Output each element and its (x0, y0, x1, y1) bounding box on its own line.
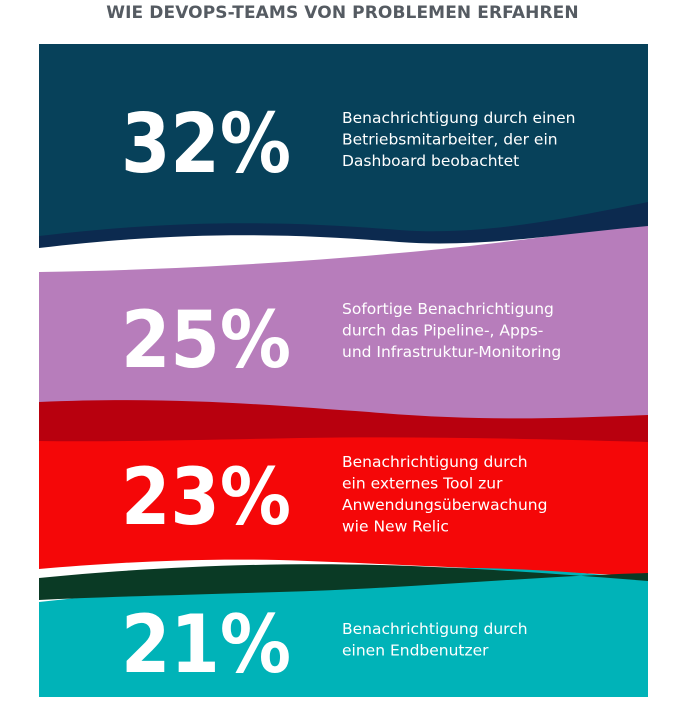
percent-label-32: 32% (121, 97, 291, 192)
band-23 (39, 408, 648, 576)
percent-label-25: 25% (121, 296, 291, 386)
description-23: Benachrichtigung durch ein externes Tool … (342, 453, 547, 536)
chart-title: WIE DEVOPS-TEAMS VON PROBLEMEN ERFAHREN (106, 3, 579, 23)
band-25 (39, 222, 648, 424)
band-21 (39, 567, 648, 697)
wave-accent-23 (39, 564, 648, 600)
percent-label-21: 21% (121, 598, 291, 691)
wave-accent-25 (39, 400, 648, 442)
band-32 (39, 44, 648, 240)
description-32: Benachrichtigung durch einen Betriebsmita… (342, 109, 576, 170)
percent-label-23: 23% (121, 453, 291, 543)
description-21: Benachrichtigung durch einen Endbenutzer (342, 620, 528, 660)
infographic-bands: 32% Benachrichtigung durch einen Betriebsm… (39, 44, 648, 697)
description-25: Sofortige Benachrichtigung durch das Pipe… (342, 300, 561, 361)
wave-accent-32 (39, 202, 648, 248)
